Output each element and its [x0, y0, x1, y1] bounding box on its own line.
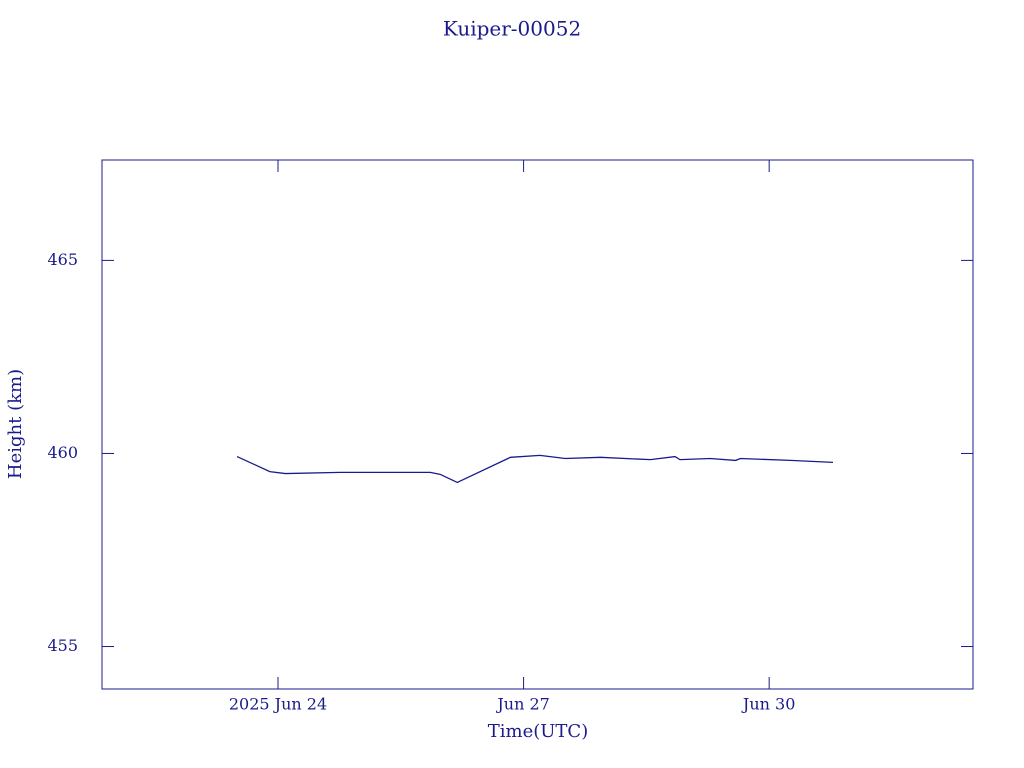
y-tick-label: 465 [47, 250, 78, 269]
y-tick-label: 455 [47, 636, 78, 655]
x-tick-label: Jun 27 [495, 695, 549, 714]
y-tick-label: 460 [47, 443, 78, 462]
data-line [236, 454, 834, 484]
x-tick-label: 2025 Jun 24 [229, 695, 327, 714]
chart-title: Kuiper-00052 [443, 17, 581, 41]
plot-frame [101, 159, 974, 690]
y-axis-label: Height (km) [5, 369, 26, 479]
x-axis-label: Time(UTC) [488, 721, 588, 742]
x-tick-label: Jun 30 [741, 695, 795, 714]
